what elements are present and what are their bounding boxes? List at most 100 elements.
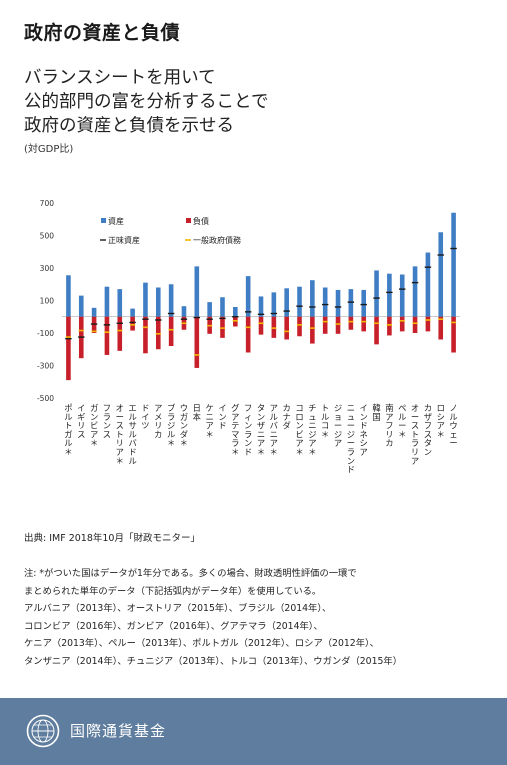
asset-bar bbox=[155, 287, 161, 317]
asset-bar bbox=[412, 266, 418, 317]
liability-bar bbox=[233, 316, 238, 327]
liability-bar bbox=[220, 316, 225, 338]
asset-bar bbox=[181, 306, 187, 317]
note-line: ケニア（2013年）、ペルー（2013年）、ポルトガル（2012年）、ロシア（2… bbox=[24, 638, 379, 649]
y-tick-label: 300 bbox=[40, 264, 55, 273]
category-label: アメリカ bbox=[154, 403, 162, 439]
asset-bar bbox=[130, 308, 135, 317]
category-label: 日本 bbox=[193, 403, 201, 422]
category-label: ニュージーランド bbox=[347, 403, 355, 475]
y-tick-label: -500 bbox=[37, 394, 54, 403]
asset-bar bbox=[66, 275, 71, 317]
category-label: 南アフリカ bbox=[385, 403, 393, 448]
category-label: オーストリア＊ bbox=[116, 403, 124, 466]
subtitle-line-1: バランスシートを用いて bbox=[24, 68, 216, 88]
liability-bar bbox=[194, 316, 200, 368]
liability-bar bbox=[258, 316, 264, 335]
asset-bar bbox=[348, 289, 354, 317]
asset-bar bbox=[297, 286, 302, 317]
liability-bar bbox=[438, 316, 444, 340]
y-tick-label: -300 bbox=[37, 362, 54, 371]
liability-bar bbox=[297, 316, 302, 337]
asset-bar bbox=[91, 307, 97, 317]
asset-bar bbox=[271, 292, 277, 317]
category-label: タンザニア＊ bbox=[257, 403, 265, 457]
liability-bar bbox=[374, 316, 379, 345]
category-label: チュニジア＊ bbox=[308, 403, 316, 457]
asset-bar bbox=[399, 274, 405, 317]
category-label: インド bbox=[218, 403, 226, 431]
asset-bar bbox=[78, 295, 84, 317]
asset-bar bbox=[310, 280, 315, 317]
page-title: 政府の資産と負債 bbox=[24, 22, 181, 44]
asset-bar bbox=[451, 212, 456, 317]
asset-bar bbox=[104, 286, 110, 317]
liability-bar bbox=[412, 316, 418, 333]
asset-bar bbox=[374, 270, 379, 317]
asset-bar bbox=[143, 282, 148, 317]
subtitle-line-2: 公的部門の富を分析することで bbox=[24, 92, 269, 112]
category-label: グアテマラ＊ bbox=[231, 403, 239, 457]
liability-bar bbox=[143, 316, 148, 354]
liability-bar bbox=[387, 316, 392, 336]
category-label: ケニア＊ bbox=[205, 403, 213, 439]
asset-bar bbox=[361, 289, 367, 317]
y-tick-label: 100 bbox=[40, 297, 55, 306]
category-label: コロンビア＊ bbox=[295, 403, 303, 457]
asset-bar bbox=[258, 296, 264, 317]
liability-bar bbox=[399, 316, 405, 332]
liability-bar bbox=[361, 316, 367, 332]
asset-bar bbox=[168, 284, 174, 317]
category-label: カザフスタン bbox=[424, 403, 432, 457]
asset-bar bbox=[245, 276, 251, 317]
note-line: タンザニア（2014年）、チュニジア（2013年）、トルコ（2013年）、ウガン… bbox=[24, 655, 403, 667]
asset-bar bbox=[335, 289, 341, 317]
liability-bar bbox=[335, 316, 341, 334]
liability-bar bbox=[425, 316, 431, 332]
subtitle-line-3: 政府の資産と負債を示せる bbox=[24, 116, 234, 136]
category-label: エルサルバドル bbox=[128, 403, 136, 466]
liability-bar bbox=[155, 316, 161, 350]
category-label: オーストラリア bbox=[411, 403, 419, 466]
asset-bar bbox=[220, 297, 225, 317]
category-label: フィンランド bbox=[244, 403, 252, 457]
org-name: 国際通貨基金 bbox=[70, 722, 167, 740]
category-label: ロシア＊ bbox=[437, 403, 445, 439]
footnotes: 注: *がついた国はデータが1年分である。多くの場合、財政透明性評価の一環で ま… bbox=[24, 565, 494, 670]
footer-bar: 国際通貨基金 bbox=[0, 698, 507, 765]
liability-bar bbox=[322, 316, 328, 334]
source-note: 出典: IMF 2018年10月「財政モニター」 bbox=[24, 533, 200, 544]
category-label: カナダ bbox=[283, 403, 291, 431]
category-label: ノルウェー bbox=[449, 403, 457, 448]
note-line: まとめられた単年のデータ（下記括弧内がデータ年）を使用している。 bbox=[24, 585, 322, 597]
category-label: ポルトガル＊ bbox=[64, 403, 72, 457]
category-label: アルバニア＊ bbox=[270, 403, 278, 457]
legend-liabilities-label: 負債 bbox=[193, 216, 209, 226]
legend-assets-label: 資産 bbox=[108, 216, 124, 226]
category-label: イギリス bbox=[77, 403, 85, 439]
category-label: トルコ＊ bbox=[321, 403, 329, 439]
asset-bar bbox=[438, 232, 444, 317]
legend-gross-debt-label: 一般政府債務 bbox=[193, 235, 241, 245]
asset-bar bbox=[117, 289, 123, 317]
y-tick-label: -100 bbox=[37, 329, 54, 338]
liability-bar bbox=[245, 316, 251, 353]
liability-bar bbox=[91, 316, 97, 333]
note-line: アルバニア（2013年）、オーストリア（2015年）、ブラジル（2014年）、 bbox=[24, 603, 332, 614]
legend-assets-swatch bbox=[101, 218, 106, 223]
liability-bar bbox=[284, 316, 289, 340]
y-tick-label: 500 bbox=[40, 232, 55, 241]
asset-bar bbox=[284, 288, 289, 317]
category-label: インドネシア bbox=[360, 403, 368, 457]
asset-bar bbox=[233, 307, 238, 317]
liability-bar bbox=[117, 316, 123, 351]
category-label: ドイツ bbox=[141, 403, 149, 431]
category-label: ジョージア bbox=[334, 403, 342, 448]
note-line: コロンビア（2016年）、ガンビア（2016年）、グアテマラ（2014年）、 bbox=[24, 620, 323, 632]
note-line: 注: *がついた国はデータが1年分である。多くの場合、財政透明性評価の一環で bbox=[24, 568, 357, 579]
liability-bar bbox=[271, 316, 277, 338]
category-label: ブラジル＊ bbox=[167, 403, 176, 448]
asset-bar bbox=[207, 302, 212, 317]
category-label: 韓国 bbox=[372, 403, 380, 422]
